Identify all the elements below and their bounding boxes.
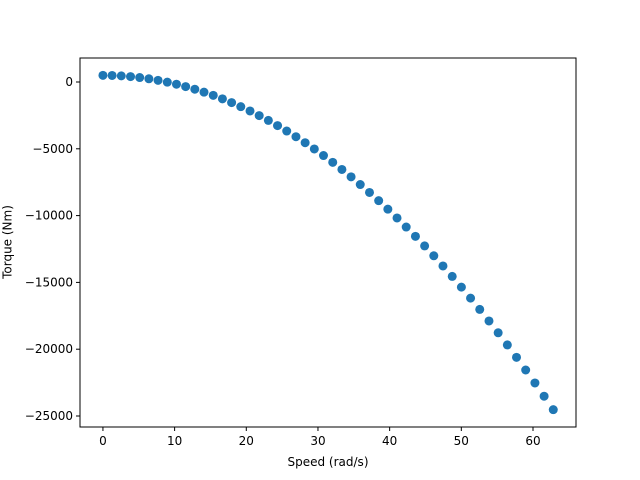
- point: [475, 304, 485, 314]
- x-tick-label: 10: [167, 434, 182, 448]
- point: [227, 98, 237, 108]
- point: [466, 293, 476, 303]
- point: [126, 72, 136, 82]
- point: [208, 90, 218, 100]
- x-tick-label: 20: [239, 434, 254, 448]
- y-axis-label: Torque (Nm): [1, 205, 15, 280]
- point: [263, 115, 273, 125]
- point: [245, 106, 255, 116]
- point: [493, 328, 503, 338]
- y-tick-label: −25000: [25, 409, 73, 423]
- point: [521, 365, 531, 375]
- point: [217, 94, 227, 104]
- point: [144, 74, 154, 84]
- point: [107, 70, 117, 80]
- point: [365, 187, 375, 197]
- point: [548, 405, 558, 415]
- point: [162, 77, 172, 87]
- point: [355, 180, 365, 190]
- plot-frame: [79, 57, 577, 428]
- x-axis-label: Speed (rad/s): [288, 455, 369, 469]
- point: [116, 71, 126, 81]
- point: [420, 241, 430, 251]
- point: [273, 121, 283, 131]
- point: [190, 84, 200, 94]
- point: [456, 282, 466, 292]
- point: [401, 222, 411, 232]
- x-tick-label: 40: [382, 434, 397, 448]
- point: [392, 213, 402, 223]
- point: [530, 378, 540, 388]
- point: [512, 352, 522, 362]
- point: [438, 261, 448, 271]
- point: [282, 126, 292, 136]
- y-tick-label: −10000: [25, 209, 73, 223]
- point: [254, 111, 264, 121]
- point: [181, 82, 191, 92]
- point: [502, 340, 512, 350]
- point: [429, 251, 439, 261]
- point: [346, 172, 356, 182]
- y-tick-label: −15000: [25, 275, 73, 289]
- point: [374, 196, 384, 206]
- y-tick-label: 0: [65, 75, 73, 89]
- point: [328, 157, 338, 167]
- point: [199, 87, 209, 97]
- x-tick-label: 50: [454, 434, 469, 448]
- point: [309, 144, 319, 154]
- point: [539, 391, 549, 401]
- point: [291, 132, 301, 142]
- point: [98, 70, 108, 80]
- point: [153, 75, 163, 85]
- x-tick-label: 60: [525, 434, 540, 448]
- x-tick-label: 30: [310, 434, 325, 448]
- point: [484, 316, 494, 326]
- y-tick-label: −20000: [25, 342, 73, 356]
- point: [135, 73, 145, 83]
- point: [410, 231, 420, 241]
- point: [300, 138, 310, 148]
- point: [171, 79, 181, 89]
- point: [337, 164, 347, 174]
- point: [447, 271, 457, 281]
- point: [236, 102, 246, 112]
- point: [318, 151, 328, 161]
- point: [383, 204, 393, 214]
- y-tick-label: −5000: [32, 142, 73, 156]
- x-tick-label: 0: [99, 434, 107, 448]
